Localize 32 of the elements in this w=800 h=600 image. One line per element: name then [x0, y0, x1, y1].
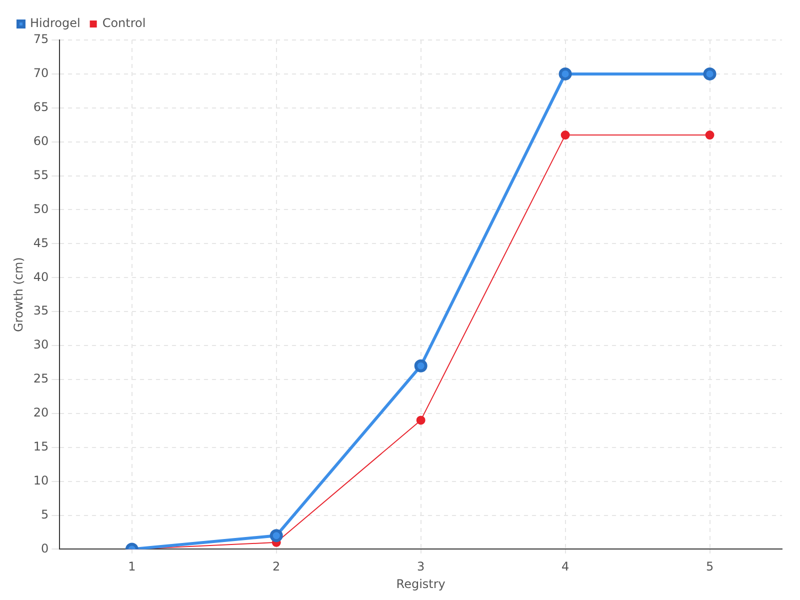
x-axis-title: Registry	[396, 576, 446, 591]
point	[414, 359, 428, 372]
y-tick-label: 0	[41, 541, 49, 556]
legend-label: Control	[102, 16, 146, 30]
y-tick-label: 50	[33, 202, 49, 216]
point	[703, 67, 716, 80]
y-tick-label: 55	[33, 168, 49, 182]
y-tick-label: 20	[33, 406, 49, 420]
y-tick-label: 10	[33, 473, 49, 488]
x-tick-label: 2	[272, 560, 280, 574]
point	[416, 416, 426, 425]
point	[270, 529, 283, 542]
point	[560, 130, 570, 140]
y-tick-label: 40	[33, 270, 49, 284]
legend-label: Hidrogel	[30, 16, 80, 30]
x-tick-label: 3	[417, 560, 425, 574]
y-tick-label: 35	[33, 304, 49, 318]
x-tick-label: 4	[561, 560, 570, 574]
y-tick-label: 25	[33, 372, 49, 386]
y-tick-label: 30	[33, 338, 49, 352]
y-tick-label: 60	[33, 134, 49, 148]
y-tick-label: 70	[33, 66, 49, 80]
y-tick-label: 15	[33, 439, 49, 454]
y-tick-label: 75	[33, 32, 49, 46]
point	[705, 130, 714, 140]
x-tick-label: 5	[706, 560, 714, 574]
point	[558, 67, 572, 80]
y-tick-label: 5	[41, 507, 49, 522]
y-tick-label: 65	[33, 100, 49, 114]
y-axis-title: Growth (cm)	[11, 257, 26, 332]
x-tick-label: 1	[128, 560, 136, 574]
y-tick-label: 45	[33, 236, 49, 250]
